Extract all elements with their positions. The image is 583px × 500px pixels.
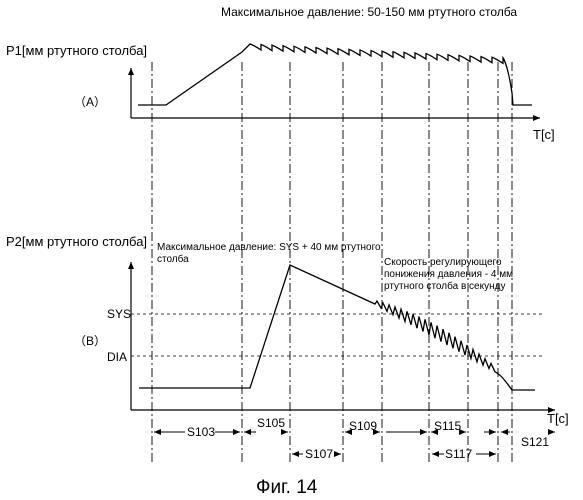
sys-label: SYS — [107, 307, 131, 321]
p1-pressure-curve — [138, 44, 532, 105]
bottom-max-pressure-note-line1: Максимальное давление: SYS + 40 мм ртутн… — [157, 242, 381, 253]
bottom-x-axis-label: T[c] — [547, 411, 569, 426]
top-x-axis-label: T[c] — [533, 127, 555, 142]
top-y-axis-label: P1[мм ртутного столба] — [6, 43, 147, 58]
top-max-pressure-note: Максимальное давление: 50-150 мм ртутног… — [221, 5, 517, 19]
bottom-y-axis-label: P2[мм ртутного столба] — [6, 234, 147, 249]
step-s105: S105 — [257, 416, 285, 430]
bottom-max-pressure-note-line2: столба — [157, 253, 189, 265]
dia-label: DIA — [107, 350, 127, 364]
rate-note-line2: понижения давления - 4 мм — [384, 269, 513, 280]
step-s109: S109 — [349, 419, 377, 433]
rate-note-line1: Скорость регулирующего — [384, 257, 502, 268]
step-s103: S103 — [187, 425, 215, 439]
step-s115: S115 — [434, 419, 461, 433]
bottom-panel-label: （B） — [74, 334, 106, 348]
step-s117: S117 — [445, 447, 472, 461]
top-panel-label: （A） — [74, 95, 106, 109]
step-s107: S107 — [305, 447, 333, 461]
rate-note-line3: ртутного столба в секунду — [384, 280, 505, 292]
figure-caption: Фиг. 14 — [256, 477, 318, 498]
step-s121: S121 — [521, 435, 549, 449]
